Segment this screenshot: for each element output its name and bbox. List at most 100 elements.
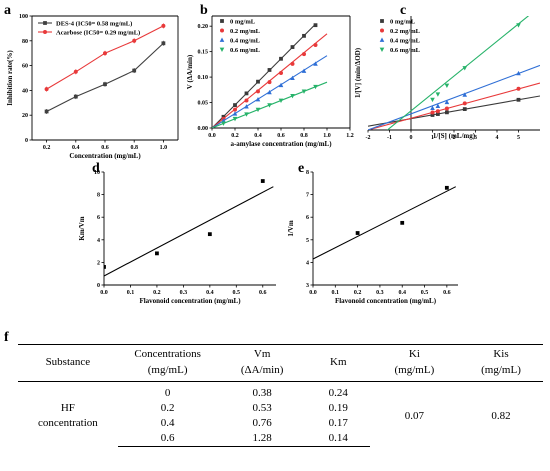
data-point <box>313 43 318 48</box>
x-tick-label: 0.4 <box>72 145 80 151</box>
x-tick-label: 3 <box>474 135 477 141</box>
y-tick-label: 0.10 <box>198 75 209 81</box>
legend-marker <box>220 28 224 33</box>
y-tick-label: 60 <box>22 64 28 70</box>
data-point <box>278 98 284 104</box>
data-point <box>290 94 295 99</box>
x-tick-label: 0.8 <box>130 145 138 151</box>
data-point <box>302 52 306 57</box>
x-axis-label: Concentration (mg/mL) <box>69 152 141 160</box>
series-0 <box>44 40 166 114</box>
y-tick-label: 0.15 <box>198 50 209 56</box>
legend-label: 0.4 mg/mL <box>230 37 261 44</box>
legend-label: Acarbose (IC50= 0.29 mg/mL) <box>56 29 140 36</box>
data-point <box>290 75 295 81</box>
y-tick-label: 4 <box>97 238 100 244</box>
data-point <box>516 70 521 76</box>
x-tick-label: 0.1 <box>332 290 340 296</box>
panel-letter-c: c <box>400 3 406 18</box>
legend-label: DES-4 (IC50= 0.58 mg/mL) <box>56 20 132 27</box>
x-tick-label: -2 <box>366 135 371 141</box>
x-tick-label: 0.5 <box>421 290 429 296</box>
legend-marker <box>219 47 225 52</box>
legend-label: 0.6 mg/mL <box>390 47 421 54</box>
y-tick-label: 6 <box>306 215 309 221</box>
data-point <box>400 220 405 225</box>
substance-cell: HF concentration <box>37 402 98 430</box>
x-axis-label: a-amylase concentration (mg/mL) <box>230 140 332 148</box>
x-tick-label: 0.3 <box>180 290 188 296</box>
series-2 <box>368 64 540 130</box>
chart-a: 0.2 0.4 0.6 0.8 1.0 0 20 40 60 80 100 Concentration… <box>6 14 179 160</box>
x-tick-label: 1.0 <box>323 133 331 139</box>
data-point <box>256 89 260 94</box>
data-point <box>132 38 137 43</box>
series-0 <box>368 95 540 127</box>
kinetics-table-section: f Substance Concentrations (mg/mL) Vm (ΔA/… <box>0 330 550 471</box>
cell-km: 0.17 <box>328 416 348 429</box>
x-tick-label: 0.0 <box>208 133 216 139</box>
x-tick-label: 0.1 <box>127 290 135 296</box>
data-point <box>267 68 272 72</box>
data-point <box>221 121 226 126</box>
legend-label: 0 mg/mL <box>230 18 256 25</box>
data-point <box>444 99 450 105</box>
fit-line <box>368 64 540 130</box>
y-tick-label: 8 <box>306 170 309 176</box>
data-point <box>267 103 272 108</box>
x-tick-label: 0.2 <box>153 290 161 296</box>
x-tick-label: 0.5 <box>233 290 241 296</box>
y-tick-label: 20 <box>22 113 28 119</box>
x-tick-label: 0.6 <box>259 290 267 296</box>
y-tick-label: 80 <box>22 39 28 45</box>
data-point <box>207 232 212 237</box>
y-tick-label: 7 <box>306 193 309 199</box>
x-tick-label: 0.2 <box>231 133 239 139</box>
table-row: HF concentration 0 0.38 0.24 0.07 0.82 <box>18 381 543 429</box>
data-point <box>278 82 284 88</box>
data-point <box>44 87 49 92</box>
legend-marker <box>379 37 385 42</box>
data-point <box>445 110 449 115</box>
cell-conc: 0.6 <box>117 430 218 447</box>
data-point <box>301 68 307 73</box>
data-point <box>279 71 283 76</box>
data-point <box>103 82 107 87</box>
series-0 <box>212 23 318 128</box>
x-tick-label: 4 <box>496 135 499 141</box>
y-axis-label: Km/Vm <box>78 216 86 240</box>
x-axis-label: 1/[S] (mL/mg) <box>433 132 476 140</box>
data-point <box>255 96 261 102</box>
legend-marker <box>380 19 384 23</box>
header-vm: Vm (ΔA/min) <box>217 344 307 382</box>
x-tick-label: 0.6 <box>443 290 451 296</box>
data-point <box>232 116 238 122</box>
data-point <box>221 114 226 119</box>
y-tick-label: 2 <box>97 260 100 266</box>
fit-line <box>368 82 540 130</box>
data-point <box>232 111 238 116</box>
legend-marker <box>379 47 385 52</box>
cell-km: 0.14 <box>306 430 370 447</box>
data-point <box>516 97 521 102</box>
header-kis: Kis (mg/mL) <box>459 344 543 382</box>
header-concentrations: Concentrations (mg/mL) <box>117 344 218 382</box>
y-axis-label: Inhibition rate(%) <box>6 50 14 106</box>
data-point <box>462 92 468 97</box>
x-tick-label: 0.3 <box>376 290 384 296</box>
data-point <box>435 112 440 116</box>
data-point <box>267 89 272 95</box>
cell-kis: 0.82 <box>491 409 511 422</box>
x-tick-label: 0.6 <box>101 145 109 151</box>
y-tick-label: 0.00 <box>198 126 209 132</box>
x-tick-label: 0.8 <box>300 133 308 139</box>
data-point <box>355 231 360 235</box>
fit-line <box>212 23 316 128</box>
data-point <box>516 23 521 28</box>
legend-label: 0.2 mg/mL <box>390 28 421 35</box>
series-0 <box>313 185 457 260</box>
table-header-row: Substance Concentrations (mg/mL) Vm (ΔA/mi… <box>18 344 543 382</box>
data-point <box>132 68 137 73</box>
x-tick-label: 2 <box>453 135 456 141</box>
cell-vm: 0.53 <box>252 401 272 414</box>
